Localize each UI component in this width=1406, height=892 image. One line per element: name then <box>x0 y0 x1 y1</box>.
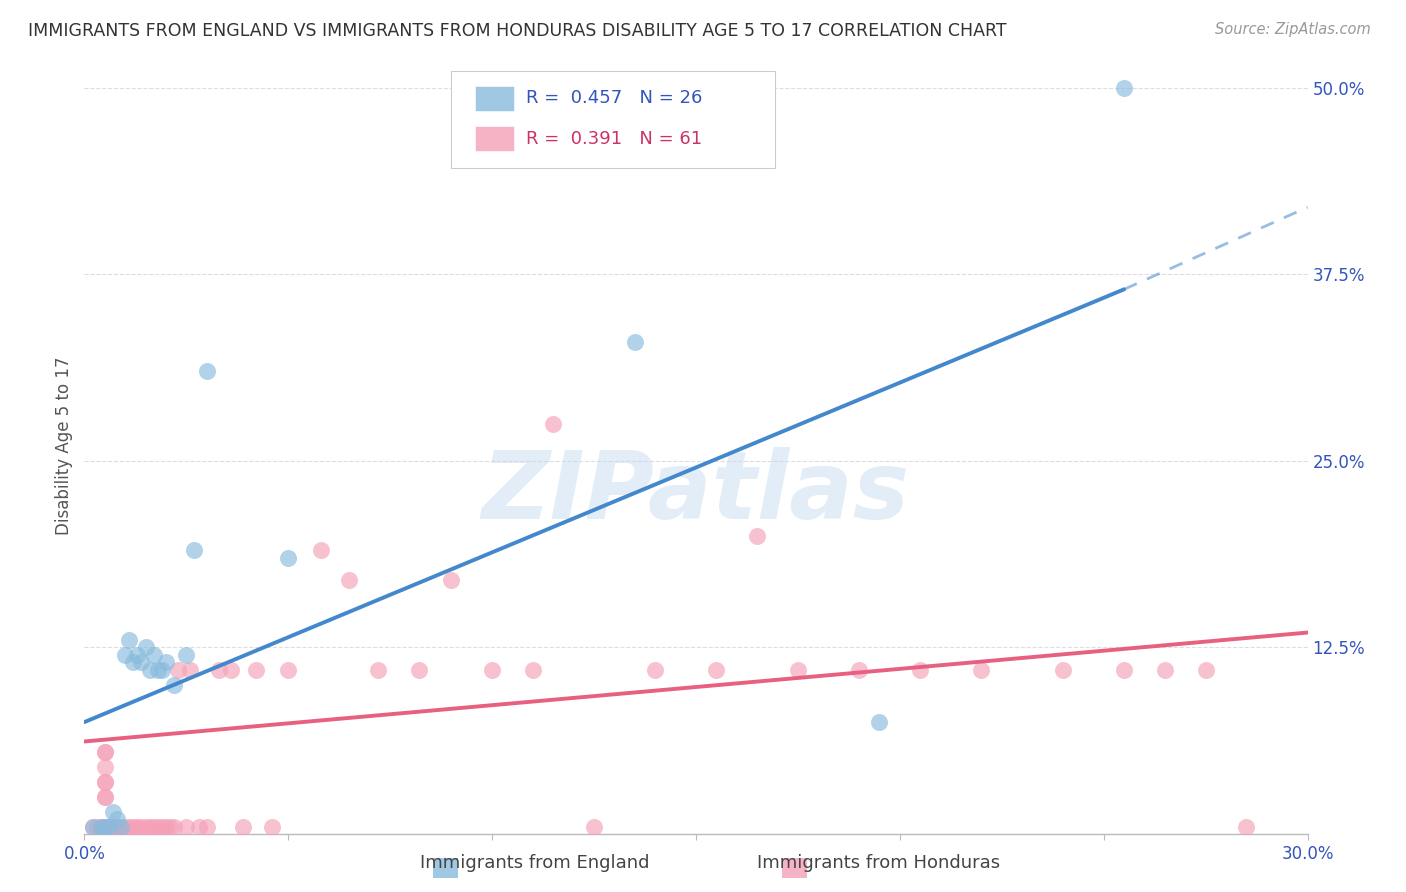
Point <box>1195 663 1218 677</box>
Point <box>118 633 141 648</box>
Point <box>93 789 115 804</box>
Point <box>260 820 283 834</box>
Point <box>93 774 115 789</box>
Point <box>208 663 231 677</box>
Point <box>219 663 242 677</box>
Point <box>93 774 115 789</box>
Point <box>146 820 169 834</box>
Point <box>195 364 218 378</box>
Point <box>869 715 891 730</box>
Point <box>82 820 104 834</box>
Point <box>787 663 810 677</box>
Point <box>408 663 430 677</box>
Point <box>138 820 160 834</box>
Point <box>110 820 132 834</box>
Point <box>183 543 205 558</box>
Point <box>522 663 544 677</box>
Point <box>179 663 201 677</box>
Point <box>135 640 157 655</box>
Point <box>110 820 132 834</box>
Point <box>277 550 299 565</box>
Text: Source: ZipAtlas.com: Source: ZipAtlas.com <box>1215 22 1371 37</box>
Point <box>848 663 870 677</box>
Point <box>127 648 149 662</box>
Point <box>155 656 177 670</box>
Point <box>706 663 728 677</box>
Point <box>90 820 112 834</box>
Point <box>90 820 112 834</box>
Point <box>97 820 120 834</box>
Point <box>131 656 153 670</box>
Point <box>1236 820 1258 834</box>
Point <box>93 820 115 834</box>
Point <box>93 745 115 759</box>
Point <box>114 820 136 834</box>
Point <box>93 760 115 774</box>
Point <box>159 820 181 834</box>
Point <box>624 334 647 349</box>
Point <box>150 663 173 677</box>
Text: R =  0.391   N = 61: R = 0.391 N = 61 <box>526 129 702 148</box>
Point <box>97 820 120 834</box>
Point <box>367 663 389 677</box>
Point <box>135 820 157 834</box>
Point <box>970 663 993 677</box>
FancyBboxPatch shape <box>475 127 513 151</box>
Text: Immigrants from England: Immigrants from England <box>419 855 650 872</box>
Point <box>122 656 145 670</box>
Point <box>163 820 186 834</box>
Point <box>101 820 124 834</box>
Point <box>122 820 145 834</box>
Point <box>583 820 606 834</box>
Point <box>1052 663 1074 677</box>
Point <box>101 805 124 819</box>
Point <box>138 663 160 677</box>
Point <box>105 820 128 834</box>
Point <box>142 648 165 662</box>
Point <box>232 820 254 834</box>
Point <box>155 820 177 834</box>
Point <box>309 543 332 558</box>
Point <box>131 820 153 834</box>
Point <box>910 663 932 677</box>
Point <box>339 574 361 588</box>
Point <box>93 745 115 759</box>
Point <box>195 820 218 834</box>
Point <box>163 678 186 692</box>
Point <box>1154 663 1177 677</box>
Point <box>245 663 267 677</box>
Point <box>187 820 209 834</box>
Point <box>543 417 565 431</box>
Point <box>93 820 115 834</box>
Point <box>277 663 299 677</box>
Text: ZIPatlas: ZIPatlas <box>482 447 910 539</box>
Point <box>142 820 165 834</box>
Y-axis label: Disability Age 5 to 17: Disability Age 5 to 17 <box>55 357 73 535</box>
Point <box>174 820 197 834</box>
Point <box>93 820 115 834</box>
Point <box>1114 663 1136 677</box>
Point <box>440 574 463 588</box>
Point <box>93 789 115 804</box>
Point <box>167 663 190 677</box>
Text: R =  0.457   N = 26: R = 0.457 N = 26 <box>526 89 703 107</box>
Point <box>481 663 503 677</box>
Point <box>1114 80 1136 95</box>
Point <box>105 812 128 826</box>
Point <box>86 820 108 834</box>
Point <box>644 663 666 677</box>
Point <box>174 648 197 662</box>
FancyBboxPatch shape <box>475 86 513 111</box>
Text: Immigrants from Honduras: Immigrants from Honduras <box>758 855 1000 872</box>
Point <box>82 820 104 834</box>
Point <box>114 648 136 662</box>
FancyBboxPatch shape <box>451 71 776 169</box>
Point <box>747 528 769 542</box>
Text: IMMIGRANTS FROM ENGLAND VS IMMIGRANTS FROM HONDURAS DISABILITY AGE 5 TO 17 CORRE: IMMIGRANTS FROM ENGLAND VS IMMIGRANTS FR… <box>28 22 1007 40</box>
Point <box>127 820 149 834</box>
Point <box>150 820 173 834</box>
Point <box>118 820 141 834</box>
Point <box>146 663 169 677</box>
